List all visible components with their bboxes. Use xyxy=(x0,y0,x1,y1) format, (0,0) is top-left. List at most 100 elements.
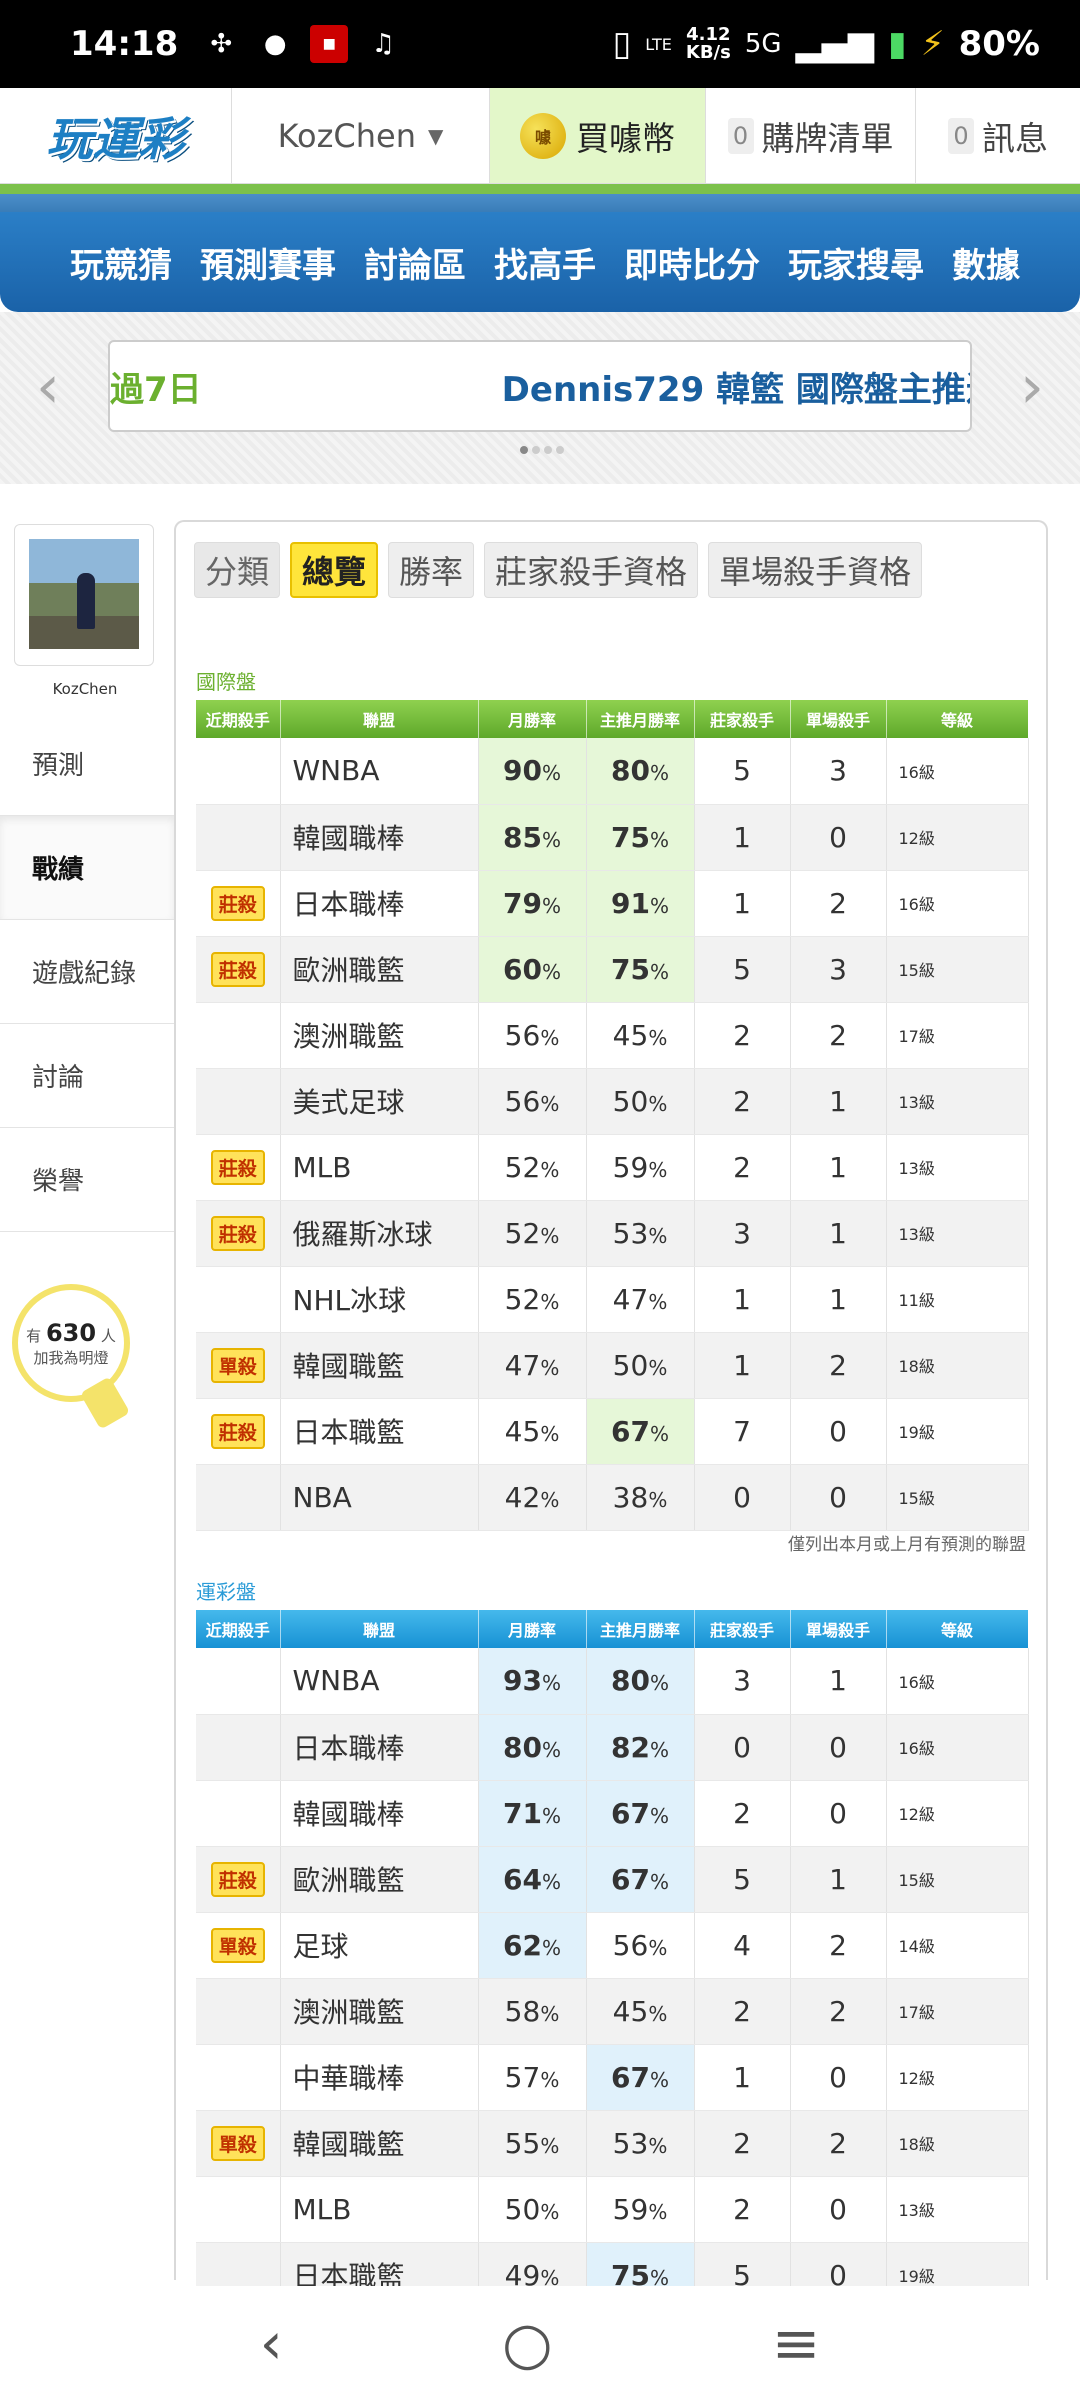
league-name: WNBA xyxy=(280,1648,479,1715)
record-panel: 分類 總覽 勝率 莊家殺手資格 單場殺手資格 國際盤 近期殺手 聯盟 月勝率 主推月勝… xyxy=(174,520,1048,2309)
level: 13級 xyxy=(886,1134,1029,1201)
level: 12級 xyxy=(886,2044,1029,2111)
carousel-dot[interactable] xyxy=(544,446,552,454)
table-row[interactable]: 單殺 足球 62% 56% 4 2 14級 xyxy=(196,1912,1029,1979)
site-logo[interactable]: 玩運彩 xyxy=(0,88,232,184)
like-label: 加我為明燈 xyxy=(33,1348,109,1367)
announcement-marquee[interactable]: 過7日 Dennis729 韓籃 國際盤主推近 xyxy=(108,340,972,432)
main-pick-win-rate: 80% xyxy=(586,738,695,805)
section-title-international: 國際盤 xyxy=(196,670,256,694)
messages-button[interactable]: 0 訊息 xyxy=(916,88,1080,183)
sidebar-item-record[interactable]: 戰績 xyxy=(0,816,174,920)
like-count: 630 xyxy=(45,1318,97,1347)
table-row[interactable]: 單殺 韓國職籃 55% 53% 2 2 18級 xyxy=(196,2110,1029,2177)
sidebar-item-discussion[interactable]: 討論 xyxy=(0,1024,174,1128)
tab-banker-killer[interactable]: 莊家殺手資格 xyxy=(484,542,699,598)
table-row[interactable]: 美式足球 56% 50% 2 1 13級 xyxy=(196,1068,1029,1135)
table-row[interactable]: 莊殺 日本職棒 79% 91% 1 2 16級 xyxy=(196,870,1029,937)
table-row[interactable]: 莊殺 日本職籃 45% 67% 7 0 19級 xyxy=(196,1398,1029,1465)
table-row[interactable]: 韓國職棒 71% 67% 2 0 12級 xyxy=(196,1780,1029,1847)
home-icon[interactable]: ○ xyxy=(501,2309,553,2377)
marquee-text-left: 過7日 xyxy=(110,369,202,410)
table-row[interactable]: 莊殺 俄羅斯冰球 52% 53% 3 1 13級 xyxy=(196,1200,1029,1267)
top-nav: 玩運彩 KozChen ▼ 噱 買噱幣 0 購牌清單 0 訊息 xyxy=(0,88,1080,184)
killer-badge-cell xyxy=(196,1266,281,1333)
main-pick-win-rate: 82% xyxy=(586,1714,695,1781)
table-row[interactable]: MLB 50% 59% 2 0 13級 xyxy=(196,2176,1029,2243)
month-win-rate: 42% xyxy=(478,1464,587,1531)
chevron-right-icon[interactable]: › xyxy=(1020,352,1044,422)
league-name: NHL冰球 xyxy=(280,1266,479,1333)
table-row[interactable]: 日本職棒 80% 82% 0 0 16級 xyxy=(196,1714,1029,1781)
sidebar-item-game-log[interactable]: 遊戲紀錄 xyxy=(0,920,174,1024)
back-icon[interactable]: ‹ xyxy=(259,2309,283,2377)
menu-item-experts[interactable]: 找高手 xyxy=(494,245,596,286)
column-header: 主推月勝率 xyxy=(586,1610,695,1648)
main-pick-win-rate: 53% xyxy=(586,2110,695,2177)
single-killer-count: 2 xyxy=(790,1978,887,2045)
month-win-rate: 93% xyxy=(478,1648,587,1715)
table-row[interactable]: 中華職棒 57% 67% 1 0 12級 xyxy=(196,2044,1029,2111)
android-nav-bar: ‹ ○ ≡ xyxy=(0,2286,1080,2400)
menu-item-forum[interactable]: 討論區 xyxy=(364,245,466,286)
table-row[interactable]: 澳洲職籃 58% 45% 2 2 17級 xyxy=(196,1978,1029,2045)
tab-single-killer[interactable]: 單場殺手資格 xyxy=(708,542,923,598)
main-pick-win-rate: 75% xyxy=(586,936,695,1003)
buy-coins-button[interactable]: 噱 買噱幣 xyxy=(490,88,706,183)
menu-item-player-search[interactable]: 玩家搜尋 xyxy=(788,245,924,286)
volte-icon: LTE xyxy=(645,34,672,54)
username: KozChen xyxy=(277,116,416,155)
tab-overview[interactable]: 總覽 xyxy=(290,542,379,598)
avatar-frame[interactable] xyxy=(14,524,154,666)
coin-icon: 噱 xyxy=(520,112,566,159)
league-name: 中華職棒 xyxy=(280,2044,479,2111)
menu-item-predict[interactable]: 預測賽事 xyxy=(200,245,336,286)
banker-killer-count: 2 xyxy=(694,1002,791,1069)
single-killer-count: 2 xyxy=(790,870,887,937)
menu-item-guess[interactable]: 玩競猜 xyxy=(70,245,172,286)
column-header: 等級 xyxy=(886,1610,1029,1648)
level: 16級 xyxy=(886,1648,1029,1715)
column-header: 莊家殺手 xyxy=(694,1610,791,1648)
month-win-rate: 79% xyxy=(478,870,587,937)
month-win-rate: 62% xyxy=(478,1912,587,1979)
killer-badge-cell xyxy=(196,1464,281,1531)
table-row[interactable]: 單殺 韓國職籃 47% 50% 1 2 18級 xyxy=(196,1332,1029,1399)
user-dropdown[interactable]: KozChen ▼ xyxy=(232,88,490,183)
league-name: MLB xyxy=(280,1134,479,1201)
column-header: 單場殺手 xyxy=(790,700,887,738)
league-name: 日本職棒 xyxy=(280,1714,479,1781)
cart-button[interactable]: 0 購牌清單 xyxy=(706,88,916,183)
sidebar-item-honors[interactable]: 榮譽 xyxy=(0,1128,174,1232)
table-row[interactable]: WNBA 93% 80% 3 1 16級 xyxy=(196,1648,1029,1715)
table-row[interactable]: WNBA 90% 80% 5 3 16級 xyxy=(196,738,1029,805)
table-row[interactable]: 莊殺 歐洲職籃 64% 67% 5 1 15級 xyxy=(196,1846,1029,1913)
table-row[interactable]: NBA 42% 38% 0 0 15級 xyxy=(196,1464,1029,1531)
killer-badge-cell xyxy=(196,1648,281,1715)
tab-win-rate[interactable]: 勝率 xyxy=(388,542,475,598)
net-speed: 4.12 KB/s xyxy=(685,24,731,63)
menu-item-data[interactable]: 數據 xyxy=(952,245,1020,286)
table-row[interactable]: 韓國職棒 85% 75% 1 0 12級 xyxy=(196,804,1029,871)
killer-badge: 單殺 xyxy=(210,1348,265,1383)
chevron-left-icon[interactable]: ‹ xyxy=(36,352,60,422)
single-killer-count: 1 xyxy=(790,1068,887,1135)
killer-badge-cell xyxy=(196,1978,281,2045)
single-killer-count: 3 xyxy=(790,936,887,1003)
carousel-dot[interactable] xyxy=(556,446,564,454)
table-row[interactable]: 澳洲職籃 56% 45% 2 2 17級 xyxy=(196,1002,1029,1069)
menu-icon[interactable]: ≡ xyxy=(771,2309,821,2377)
menu-item-livescore[interactable]: 即時比分 xyxy=(624,245,760,286)
carousel-dot[interactable] xyxy=(520,446,528,454)
table-row[interactable]: NHL冰球 52% 47% 1 1 11級 xyxy=(196,1266,1029,1333)
table-row[interactable]: 莊殺 MLB 52% 59% 2 1 13級 xyxy=(196,1134,1029,1201)
carousel-dot[interactable] xyxy=(532,446,540,454)
table-row[interactable]: 莊殺 歐洲職籃 60% 75% 5 3 15級 xyxy=(196,936,1029,1003)
table-header-row: 近期殺手 聯盟 月勝率 主推月勝率 莊家殺手 單場殺手 等級 xyxy=(196,700,1029,738)
main-pick-win-rate: 45% xyxy=(586,1002,695,1069)
sidebar-item-predictions[interactable]: 預測 xyxy=(0,712,174,816)
level: 11級 xyxy=(886,1266,1029,1333)
main-pick-win-rate: 59% xyxy=(586,1134,695,1201)
killer-badge-cell xyxy=(196,1002,281,1069)
league-name: 日本職籃 xyxy=(280,1398,479,1465)
